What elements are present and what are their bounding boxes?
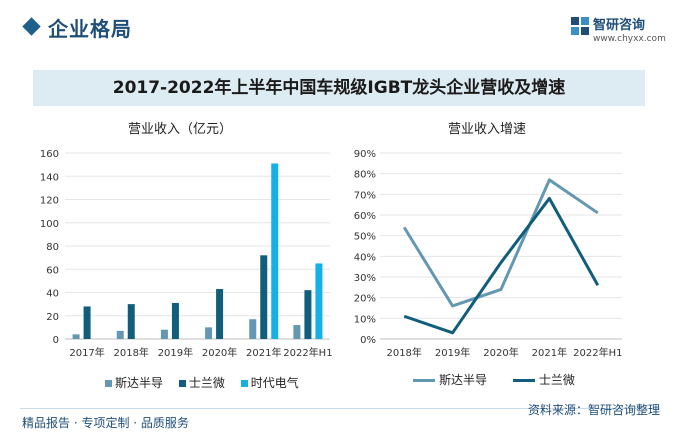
bar-sida <box>205 327 213 339</box>
line-y-tick-label: 50% <box>354 232 376 243</box>
line-y-tick-label: 0% <box>360 335 376 346</box>
bar-chart-title: 营业收入（亿元） <box>128 122 233 137</box>
line-y-tick-label: 60% <box>354 211 376 222</box>
legend-line-item-sida: 斯达半导 <box>413 371 487 388</box>
bar-silan <box>127 304 135 339</box>
header-diamond-icon <box>22 17 41 36</box>
logo-mark-icon <box>571 17 589 35</box>
bar-y-tick-label: 60 <box>46 265 59 276</box>
line-x-tick-label: 2020年 <box>483 346 518 359</box>
bar-sida <box>293 325 301 339</box>
footer-divider <box>20 408 660 409</box>
revenue-bar-chart: 0 20 40 60 80 100 120 140 160 2017年 2018年 2019年 2020… <box>40 149 333 359</box>
main-title: 2017-2022年上半年中国车规级IGBT龙头企业营收及增速 <box>112 78 566 98</box>
bar-x-tick-label: 2019年 <box>158 346 193 359</box>
logo-url: www.chyxx.com <box>593 34 666 44</box>
bar-catl <box>271 163 279 339</box>
line-chart-title: 营业收入增速 <box>448 122 527 137</box>
bar-x-tick-label: 2022年H1 <box>283 346 332 359</box>
bar-y-tick-label: 140 <box>40 172 59 183</box>
line-chart-legend: 斯达半导 士兰微 <box>413 371 587 388</box>
bar-sida <box>249 319 257 339</box>
bar-y-tick-label: 80 <box>46 242 59 253</box>
legend-swatch-sida <box>105 380 112 387</box>
bar-silan <box>216 289 224 339</box>
line-y-tick-label: 20% <box>354 294 376 305</box>
bar-silan <box>304 290 312 339</box>
line-x-tick-label: 2022年H1 <box>573 346 622 359</box>
bar-silan <box>171 302 179 339</box>
legend-item-silan: 士兰微 <box>178 374 225 391</box>
legend-line-swatch-sida <box>413 379 435 382</box>
legend-label-catl: 时代电气 <box>250 376 299 390</box>
line-series-sida <box>402 178 599 308</box>
line-y-tick-label: 80% <box>354 170 376 181</box>
line-x-tick-label: 2018年 <box>386 346 421 359</box>
bar-y-tick-label: 0 <box>53 335 59 346</box>
legend-swatch-silan <box>178 380 186 387</box>
legend-label-silan: 士兰微 <box>188 376 225 390</box>
legend-item-sida: 斯达半导 <box>105 374 163 391</box>
logo-name: 智研咨询 <box>593 18 646 33</box>
bar-chart-legend: 斯达半导 士兰微 时代电气 <box>105 374 311 391</box>
footer-slogan: 精品报告 · 专项定制 · 品质服务 <box>22 416 189 430</box>
bar-x-tick-label: 2018年 <box>114 346 149 359</box>
line-y-tick-label: 40% <box>354 252 376 263</box>
line-x-tick-label: 2021年 <box>532 346 567 359</box>
page-header: 企业格局 智研咨询 www.chyxx.com <box>0 0 680 55</box>
line-y-tick-label: 90% <box>354 149 376 160</box>
bar-silan <box>260 255 268 339</box>
legend-item-catl: 时代电气 <box>240 374 299 391</box>
legend-line-item-silan: 士兰微 <box>512 371 575 388</box>
legend-swatch-catl <box>240 380 248 387</box>
footer-source: 资料来源：智研咨询整理 <box>527 403 660 417</box>
bar-x-tick-label: 2021年 <box>246 346 281 359</box>
bar-x-tick-label: 2020年 <box>202 346 237 359</box>
legend-line-label-silan: 士兰微 <box>538 373 575 387</box>
line-y-tick-label: 10% <box>354 314 376 325</box>
line-x-tick-label: 2019年 <box>435 346 470 359</box>
legend-line-label-sida: 斯达半导 <box>439 373 488 387</box>
bar-catl <box>315 263 323 339</box>
bar-silan <box>83 306 91 339</box>
bar-y-tick-label: 40 <box>46 289 59 300</box>
bar-sida <box>160 329 168 339</box>
legend-label-sida: 斯达半导 <box>115 376 164 390</box>
line-y-tick-label: 70% <box>354 190 376 201</box>
bar-y-tick-label: 120 <box>40 196 59 207</box>
bar-sida <box>116 330 124 339</box>
header-title: 企业格局 <box>48 17 132 41</box>
line-series-silan <box>403 196 600 335</box>
legend-line-swatch-silan <box>512 379 535 382</box>
bar-y-tick-label: 100 <box>40 219 59 230</box>
line-y-tick-label: 30% <box>354 273 376 284</box>
main-title-bar: 2017-2022年上半年中国车规级IGBT龙头企业营收及增速 <box>33 70 645 106</box>
bar-y-tick-label: 20 <box>46 312 59 323</box>
bar-sida <box>72 334 80 339</box>
growth-line-chart: 0% 10% 20% 30% 40% 50% 60% 70% 80% 90% 2018年 2019年 2… <box>354 149 623 359</box>
bar-x-tick-label: 2017年 <box>69 346 104 359</box>
bar-y-tick-label: 160 <box>40 149 59 160</box>
